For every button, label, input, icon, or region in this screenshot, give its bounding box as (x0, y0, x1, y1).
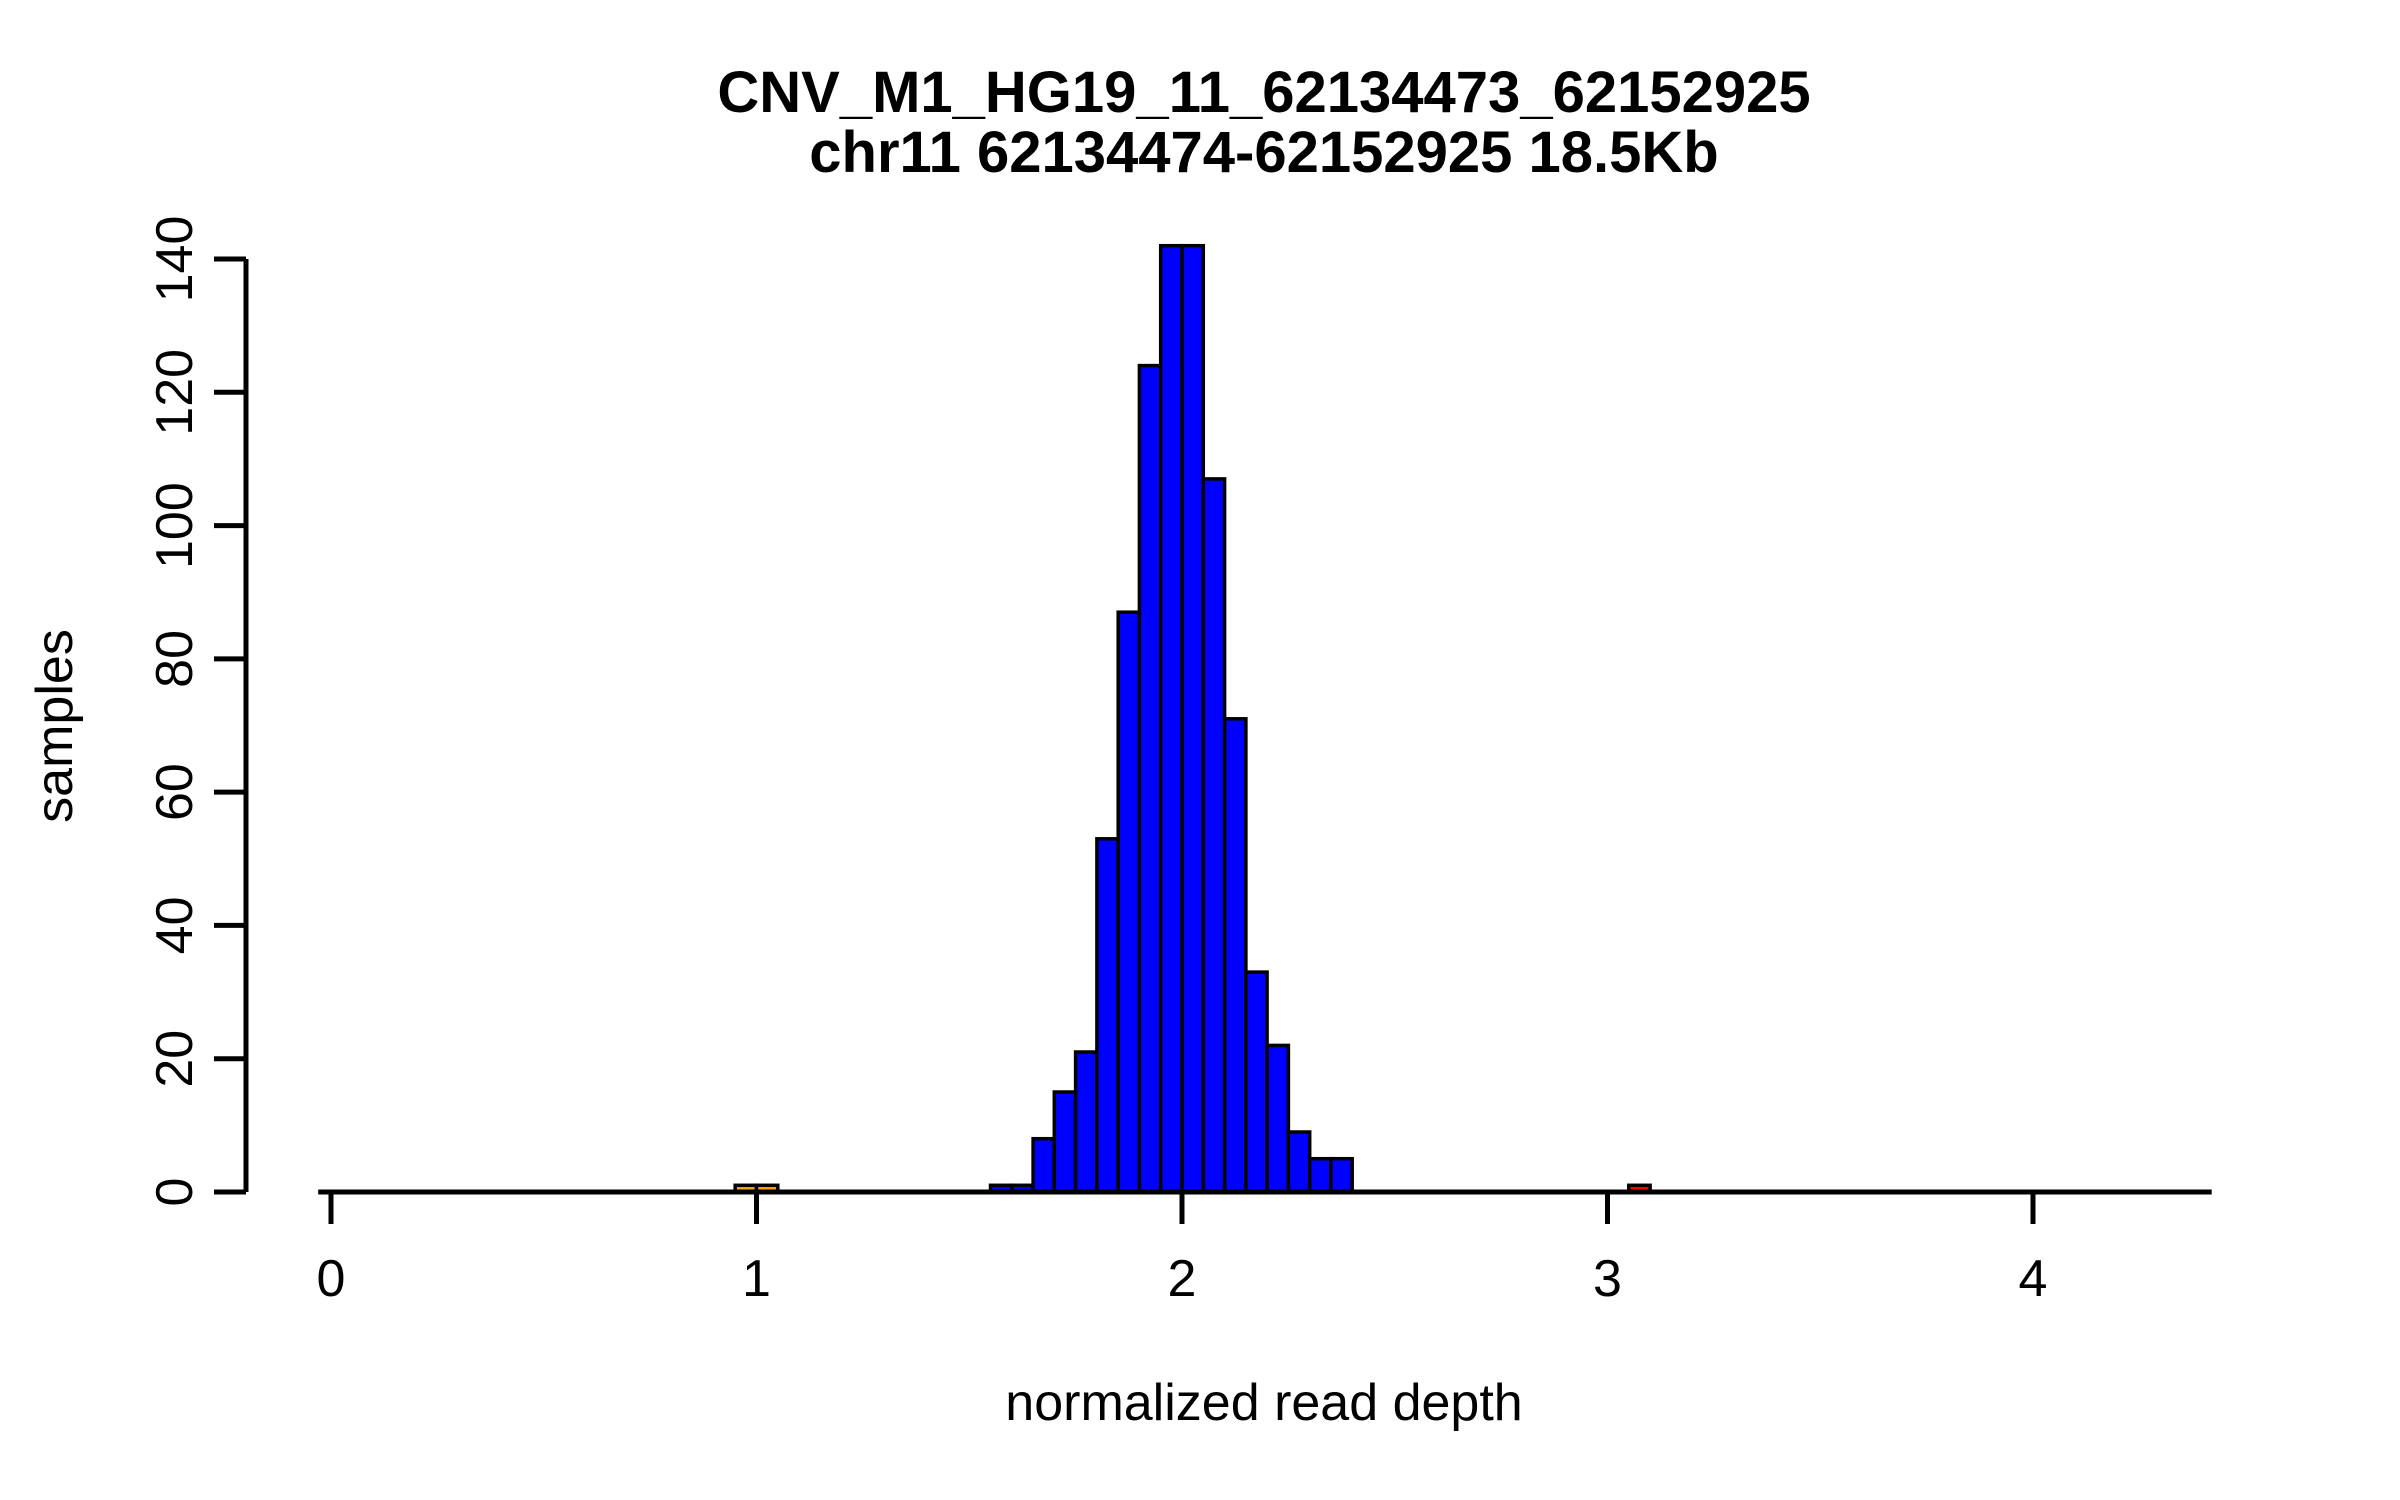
histogram-bar (1052, 1090, 1078, 1194)
x-tick-label: 1 (742, 1250, 771, 1308)
chart-title: CNV_M1_HG19_11_62134473_62152925 (717, 60, 1810, 125)
y-tick-label: 60 (146, 763, 204, 821)
x-tick-label: 3 (1593, 1250, 1622, 1308)
y-tick-label: 20 (146, 1030, 204, 1088)
chart-subtitle: chr11 62134474-62152925 18.5Kb (809, 120, 1718, 185)
histogram-bar (1073, 1050, 1099, 1194)
y-tick-label: 120 (146, 349, 204, 436)
y-axis-label: samples (26, 629, 84, 823)
histogram-bar (1244, 970, 1269, 1194)
x-axis-label: normalized read depth (1005, 1374, 1522, 1432)
histogram-bar (1031, 1136, 1057, 1194)
histogram-bar (1158, 243, 1184, 1194)
y-tick-label: 100 (146, 482, 204, 569)
x-tick-label: 2 (1168, 1250, 1197, 1308)
histogram-bar (1095, 837, 1120, 1194)
histogram-bar (1286, 1130, 1312, 1194)
histogram-bar (1265, 1043, 1291, 1194)
histogram-bar (1137, 363, 1163, 1194)
histogram-bar (1201, 477, 1227, 1194)
bars-group (733, 243, 1652, 1194)
x-tick-label: 4 (2019, 1250, 2048, 1308)
histogram-bar (1329, 1156, 1354, 1194)
histogram-bar (1180, 243, 1206, 1194)
y-tick-label: 0 (146, 1178, 204, 1207)
histogram-bar (1307, 1156, 1333, 1194)
y-tick-label: 80 (146, 630, 204, 688)
y-tick-label: 40 (146, 896, 204, 954)
histogram-bar (1222, 717, 1248, 1194)
y-tick-label: 140 (146, 216, 204, 303)
histogram-bar (1116, 610, 1142, 1194)
x-tick-label: 0 (317, 1250, 346, 1308)
